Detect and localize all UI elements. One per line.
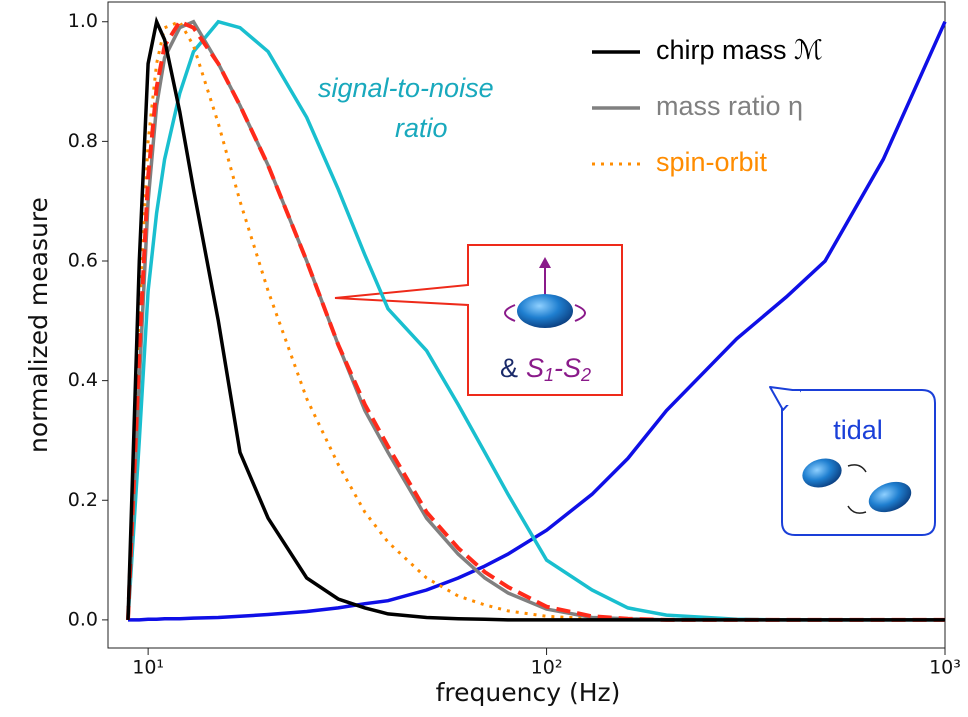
annotation: ratio — [395, 113, 448, 143]
x-tick-label: 10¹ — [132, 657, 164, 679]
series-line — [128, 20, 947, 622]
y-tick-label: 0.4 — [68, 369, 98, 391]
x-axis-label: frequency (Hz) — [436, 678, 621, 707]
y-tick-label: 1.0 — [68, 10, 98, 32]
y-tick-label: 0.6 — [68, 249, 98, 271]
y-tick-label: 0.8 — [68, 130, 98, 152]
callout-text: & S1-S2 — [500, 353, 591, 385]
series-line — [126, 15, 945, 622]
plot-frame — [107, 1, 946, 649]
annotation: tidal — [833, 415, 883, 445]
y-axis-label: normalized measure — [24, 197, 53, 453]
legend-label: chirp mass ℳ — [656, 35, 823, 65]
y-tick-label: 0.0 — [68, 608, 98, 630]
annotation: signal-to-noise — [318, 73, 494, 103]
callout-part: S — [526, 353, 544, 383]
callout-part: -S — [554, 353, 581, 383]
callout-part: 2 — [580, 365, 591, 385]
spin-callout — [334, 244, 623, 396]
tidal-callout — [769, 386, 936, 536]
x-tick-label: 10² — [531, 657, 563, 679]
y-tick-label: 0.2 — [68, 489, 98, 511]
legend-label: mass ratio η — [656, 91, 803, 121]
callout-part: 1 — [544, 365, 554, 385]
x-tick-label: 10³ — [929, 657, 961, 679]
legend-label: spin-orbit — [656, 147, 768, 177]
callout-part: & — [500, 353, 518, 383]
